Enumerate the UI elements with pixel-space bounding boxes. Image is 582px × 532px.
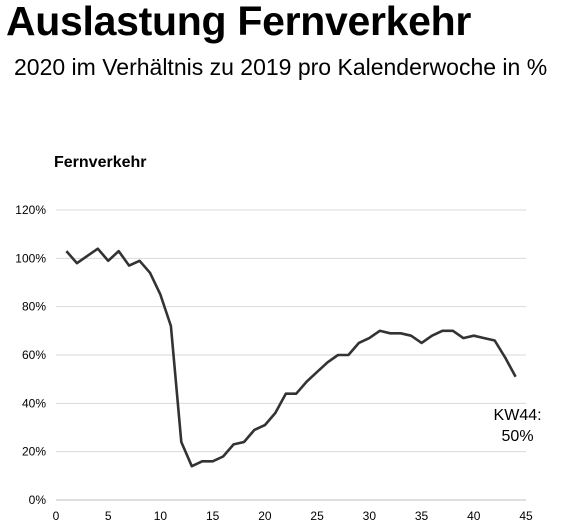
y-tick-label: 80% — [22, 300, 46, 314]
chart-subtitle: 2020 im Verhältnis zu 2019 pro Kalenderw… — [14, 54, 548, 80]
x-tick-label: 15 — [206, 509, 220, 523]
y-tick-label: 0% — [29, 493, 47, 507]
x-tick-label: 0 — [53, 509, 60, 523]
x-tick-label: 40 — [467, 509, 481, 523]
annotation-kw44-label: KW44: — [494, 407, 542, 424]
y-tick-label: 20% — [22, 445, 46, 459]
x-tick-label: 30 — [363, 509, 377, 523]
x-tick-label: 20 — [258, 509, 272, 523]
chart-title: Auslastung Fernverkehr — [6, 0, 472, 44]
y-tick-label: 100% — [15, 251, 46, 265]
x-tick-label: 5 — [105, 509, 112, 523]
x-tick-label: 25 — [310, 509, 324, 523]
x-tick-label: 35 — [415, 509, 429, 523]
annotation-kw44-value: 50% — [502, 428, 534, 445]
y-tick-labels: 0% 20% 40% 60% 80% 100% 120% — [15, 203, 46, 507]
x-tick-label: 45 — [519, 509, 533, 523]
y-axis-label: Fernverkehr — [54, 154, 147, 171]
y-tick-label: 120% — [15, 203, 46, 217]
x-tick-labels: 0 5 10 15 20 25 30 35 40 45 — [53, 509, 533, 523]
series-line — [65, 247, 517, 468]
y-tick-label: 40% — [22, 396, 46, 410]
y-tick-label: 60% — [22, 348, 46, 362]
x-tick-label: 10 — [154, 509, 168, 523]
gridlines — [56, 209, 526, 501]
